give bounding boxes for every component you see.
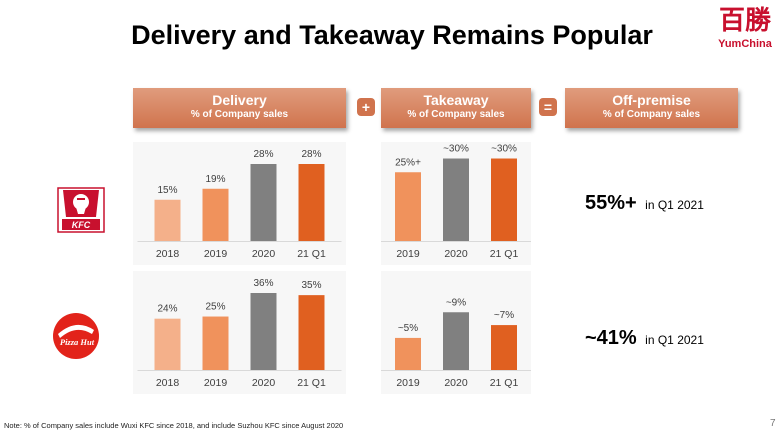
tick-label-ph-takeaway-1: 2020 [444, 377, 468, 389]
kfc-logo-icon: KFC [57, 187, 105, 233]
pizza-hut-delivery-chart-svg: 24% 2018 25% 2019 36% 2020 35% 21 Q1 [133, 271, 346, 394]
takeaway-header-title: Takeaway [423, 92, 489, 108]
tick-label-kfc-takeaway-2: 21 Q1 [490, 248, 519, 260]
delivery-header: Delivery % of Company sales [133, 88, 346, 128]
yumchina-logo-glyph: 百勝 [718, 6, 771, 36]
kfc-takeaway-chart-svg: 25%+ 2019 ~30% 2020 ~30% 21 Q1 [381, 142, 531, 265]
tick-label-kfc-delivery-2: 2020 [252, 248, 276, 260]
footnote: Note: % of Company sales include Wuxi KF… [4, 421, 344, 430]
pizza-hut-takeaway-chart-svg: ~5% 2019 ~9% 2020 ~7% 21 Q1 [381, 271, 531, 394]
bar-ph-delivery-1 [202, 316, 229, 370]
delivery-header-title: Delivery [212, 92, 267, 108]
bar-kfc-delivery-0 [154, 199, 181, 241]
bar-ph-takeaway-2 [491, 325, 517, 370]
kfc-off-premise-period: in Q1 2021 [645, 198, 704, 212]
kfc-off-premise-value: 55%+ [585, 192, 637, 214]
tick-label-ph-delivery-2: 2020 [252, 377, 276, 389]
pizza-hut-off-premise-value: ~41% [585, 327, 637, 349]
kfc-logo-text: KFC [72, 220, 91, 230]
pizza-hut-delivery-chart: 24% 2018 25% 2019 36% 2020 35% 21 Q1 [133, 271, 346, 394]
kfc-delivery-chart-svg: 15% 2018 19% 2019 28% 2020 28% 21 Q1 [133, 142, 346, 265]
kfc-logo: KFC [57, 187, 105, 238]
pizza-hut-off-premise-result: ~41% in Q1 2021 [585, 327, 704, 350]
off-premise-header-subtitle: % of Company sales [602, 109, 701, 120]
page-number: 7 [770, 418, 776, 429]
kfc-delivery-chart: 15% 2018 19% 2019 28% 2020 28% 21 Q1 [133, 142, 346, 265]
page-title: Delivery and Takeaway Remains Popular [131, 20, 653, 50]
delivery-header-subtitle: % of Company sales [190, 109, 289, 120]
yumchina-logo: 百勝 YumChina [712, 6, 778, 60]
tick-label-kfc-takeaway-0: 2019 [396, 248, 420, 260]
tick-label-ph-takeaway-0: 2019 [396, 377, 420, 389]
data-label-kfc-delivery-2: 28% [253, 149, 273, 160]
tick-label-ph-delivery-0: 2018 [156, 377, 180, 389]
tick-label-ph-delivery-1: 2019 [204, 377, 228, 389]
yumchina-logo-text: YumChina [718, 38, 772, 50]
bar-kfc-takeaway-2 [491, 158, 517, 241]
takeaway-header-subtitle: % of Company sales [407, 109, 505, 120]
pizza-hut-logo-text: Pizza Hut [60, 337, 95, 347]
tick-label-kfc-delivery-3: 21 Q1 [297, 248, 326, 260]
data-label-ph-delivery-3: 35% [301, 280, 321, 291]
kfc-takeaway-chart: 25%+ 2019 ~30% 2020 ~30% 21 Q1 [381, 142, 531, 265]
bar-ph-takeaway-0 [395, 337, 421, 370]
bar-kfc-takeaway-0 [395, 172, 421, 241]
data-label-kfc-delivery-3: 28% [301, 149, 321, 160]
equals-operator: = [539, 98, 557, 116]
pizza-hut-takeaway-chart: ~5% 2019 ~9% 2020 ~7% 21 Q1 [381, 271, 531, 394]
bar-ph-delivery-2 [250, 293, 277, 370]
bar-kfc-takeaway-1 [443, 158, 469, 241]
bar-ph-delivery-3 [298, 295, 325, 370]
data-label-kfc-takeaway-2: ~30% [491, 144, 517, 155]
takeaway-header: Takeaway % of Company sales [381, 88, 531, 128]
data-label-kfc-delivery-0: 15% [157, 185, 177, 196]
bar-ph-delivery-0 [154, 318, 181, 370]
bar-kfc-delivery-1 [202, 188, 229, 241]
data-label-kfc-delivery-1: 19% [205, 174, 225, 185]
plus-operator: + [357, 98, 375, 116]
bar-kfc-delivery-3 [298, 164, 325, 241]
data-label-ph-takeaway-0: ~5% [398, 323, 418, 334]
data-label-ph-delivery-2: 36% [253, 278, 273, 289]
data-label-ph-delivery-1: 25% [205, 302, 225, 313]
off-premise-header-title: Off-premise [612, 92, 691, 108]
tick-label-kfc-delivery-0: 2018 [156, 248, 180, 260]
bar-kfc-delivery-2 [250, 164, 277, 241]
pizza-hut-logo: Pizza Hut [50, 312, 102, 365]
pizza-hut-logo-icon: Pizza Hut [53, 313, 99, 359]
off-premise-header: Off-premise % of Company sales [565, 88, 738, 128]
data-label-ph-takeaway-2: ~7% [494, 310, 514, 321]
data-label-kfc-takeaway-0: 25%+ [395, 157, 421, 168]
data-label-ph-delivery-0: 24% [157, 304, 177, 315]
kfc-off-premise-result: 55%+ in Q1 2021 [585, 192, 704, 215]
pizza-hut-off-premise-period: in Q1 2021 [645, 333, 704, 347]
tick-label-kfc-takeaway-1: 2020 [444, 248, 468, 260]
bar-ph-takeaway-1 [443, 312, 469, 370]
tick-label-ph-takeaway-2: 21 Q1 [490, 377, 519, 389]
tick-label-kfc-delivery-1: 2019 [204, 248, 228, 260]
data-label-kfc-takeaway-1: ~30% [443, 144, 469, 155]
data-label-ph-takeaway-1: ~9% [446, 297, 466, 308]
tick-label-ph-delivery-3: 21 Q1 [297, 377, 326, 389]
